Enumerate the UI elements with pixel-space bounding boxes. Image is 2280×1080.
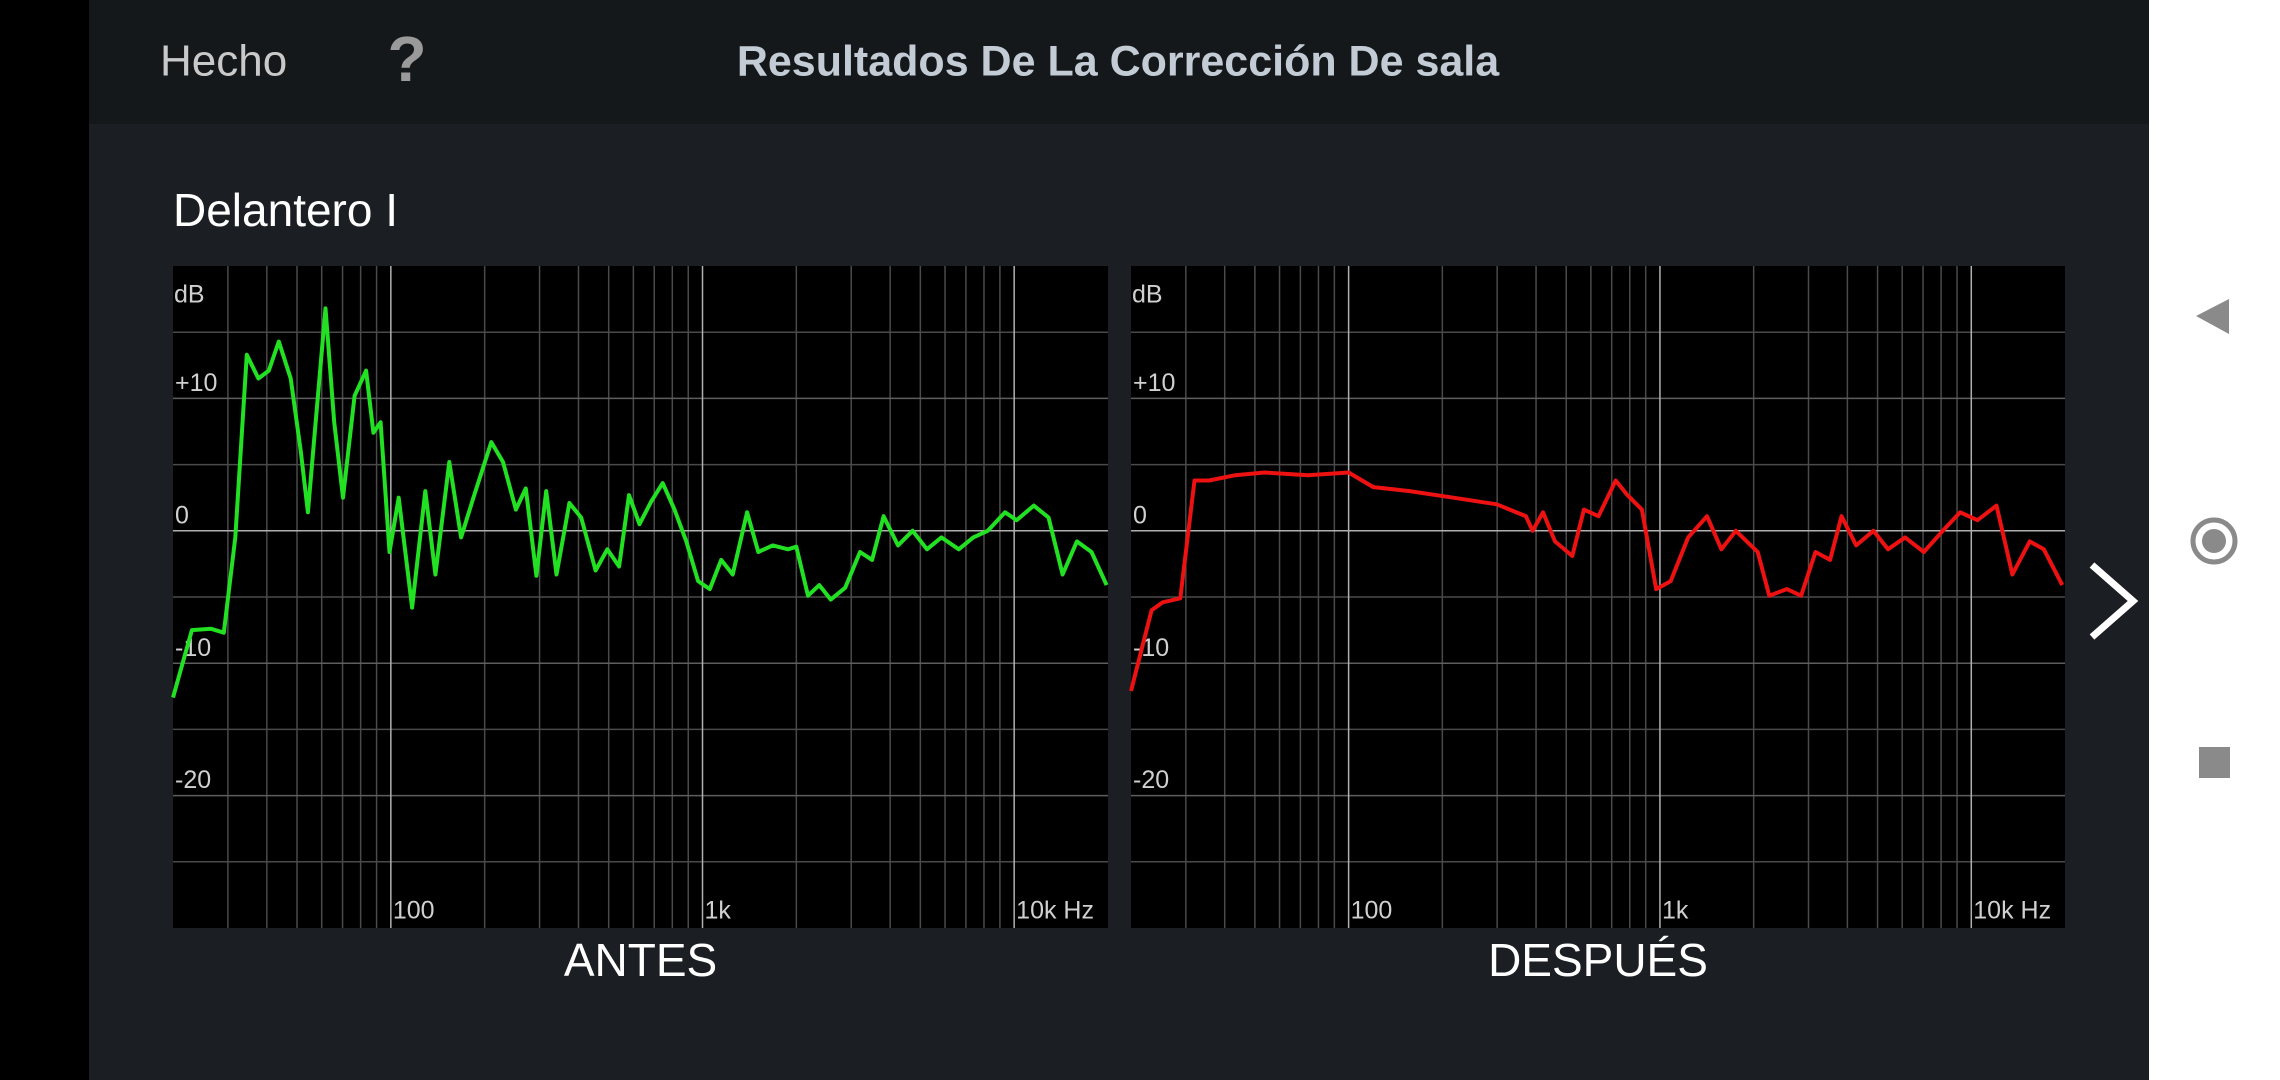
nav-back[interactable] (2196, 299, 2229, 334)
next-arrow[interactable] (2089, 562, 2139, 640)
help-button[interactable]: ? (387, 23, 426, 95)
section-title: Delantero I (173, 184, 398, 236)
left-edge (0, 0, 89, 1080)
x-tick-label: 10k Hz (1973, 897, 2051, 925)
done-button[interactable]: Hecho (160, 37, 287, 86)
y-axis-label: dB (174, 281, 205, 309)
nav-home-dot (2202, 529, 2226, 553)
y-tick-label: +10 (1133, 369, 1175, 397)
nav-recent[interactable] (2199, 747, 2230, 778)
y-axis-label: dB (1132, 281, 1163, 309)
x-tick-label: 1k (1662, 897, 1689, 925)
response-curve (171, 306, 1109, 699)
page-title: Resultados De La Corrección De sala (737, 37, 1500, 85)
x-tick-label: 100 (1351, 897, 1393, 925)
y-tick-label: -20 (1133, 766, 1169, 794)
y-tick-label: -10 (175, 634, 211, 662)
x-tick-label: 1k (705, 897, 732, 925)
y-tick-label: -20 (175, 766, 211, 794)
x-tick-label: 100 (393, 897, 435, 925)
top-bar (89, 0, 2149, 124)
chart-title: DESPUÉS (1488, 934, 1708, 986)
y-tick-label: 0 (1133, 501, 1147, 529)
x-tick-label: 10k Hz (1016, 897, 1094, 925)
y-tick-label: +10 (175, 369, 217, 397)
nav-home[interactable] (2190, 517, 2238, 565)
chart-title: ANTES (564, 934, 717, 986)
y-tick-label: 0 (175, 501, 189, 529)
response-curve (1129, 470, 2065, 692)
